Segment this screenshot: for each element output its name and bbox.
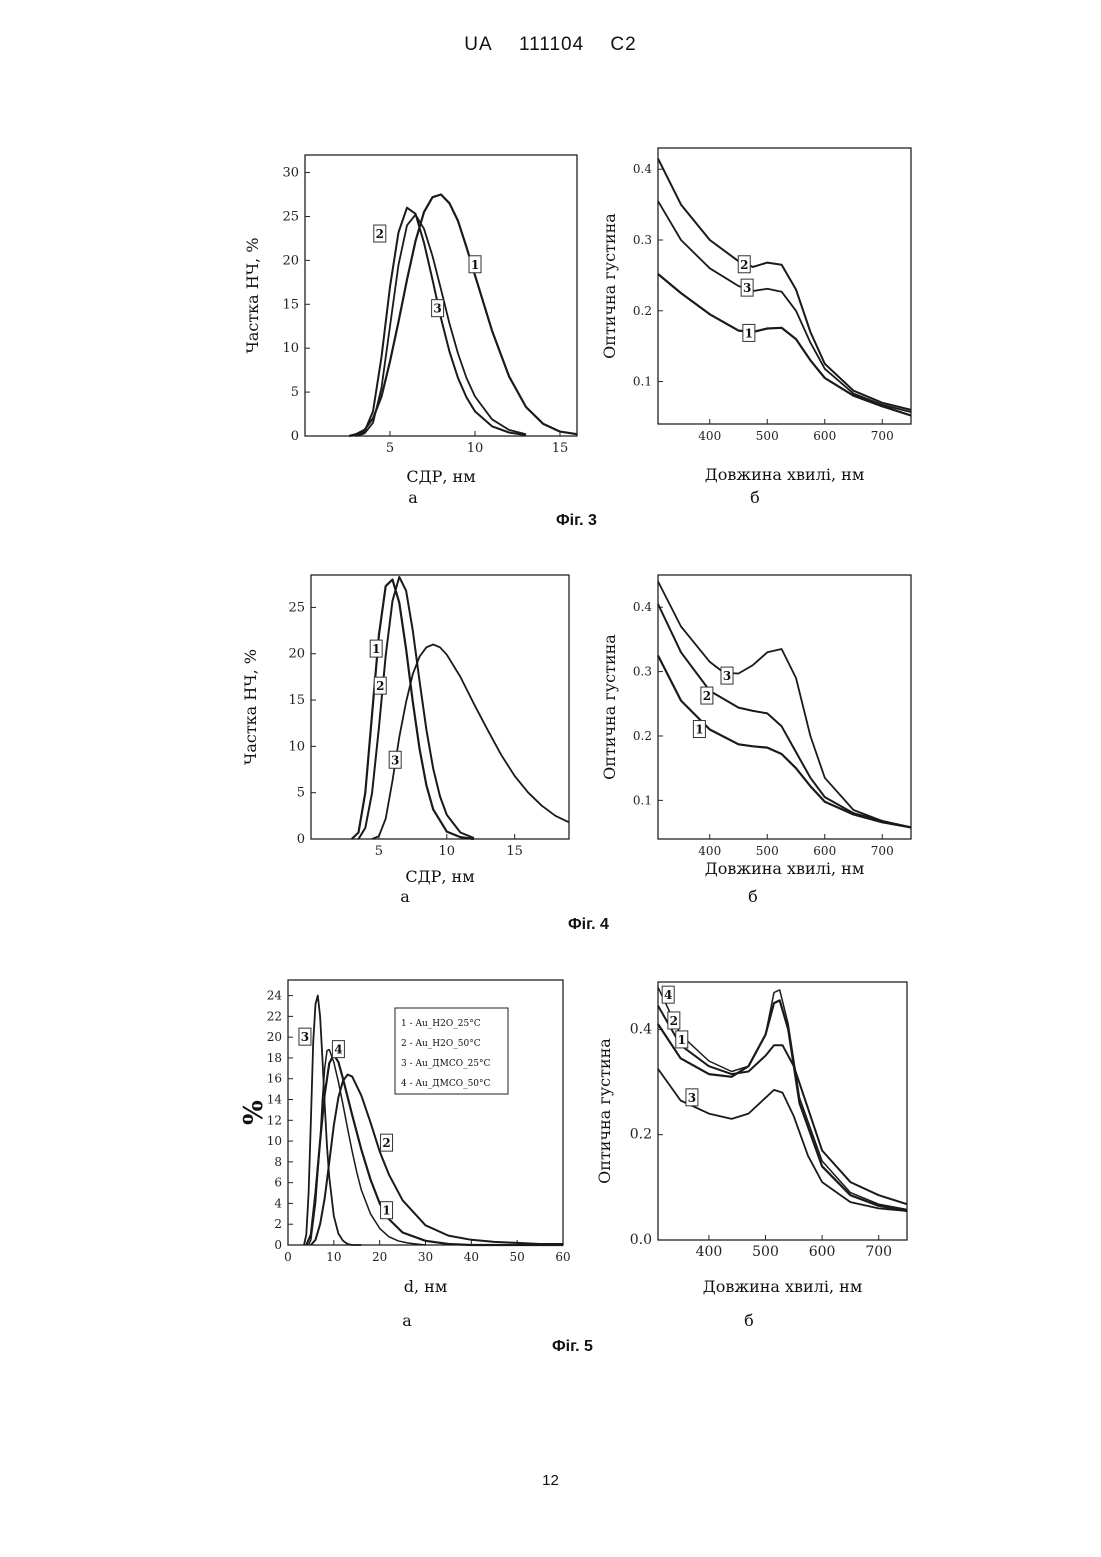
page-number: 12 (0, 1472, 1101, 1489)
curve-label: 1 (678, 1033, 686, 1047)
x-tick-label: 500 (752, 1244, 779, 1260)
curve-label: 3 (688, 1091, 696, 1105)
figure-caption-5: Фіг. 5 (552, 1338, 593, 1356)
y-tick-label: 0.4 (630, 1021, 652, 1037)
panel-sublabel: б (744, 1311, 754, 1330)
chart-f5b: 400 500 600 700 0.0 0.2 0.4 4 21 3 Довжина хвилі, … (0, 0, 1101, 1340)
curve-label: 4 (664, 988, 672, 1002)
x-tick-label: 400 (696, 1244, 723, 1260)
curve-label: 2 (670, 1014, 678, 1028)
x-tick-label: 700 (865, 1244, 892, 1260)
x-tick-label: 600 (809, 1244, 836, 1260)
x-axis-label: Довжина хвилі, нм (703, 1277, 863, 1296)
y-tick-label: 0.0 (630, 1232, 652, 1248)
y-axis-label: Оптична густина (595, 1038, 614, 1184)
y-tick-label: 0.2 (630, 1127, 652, 1143)
